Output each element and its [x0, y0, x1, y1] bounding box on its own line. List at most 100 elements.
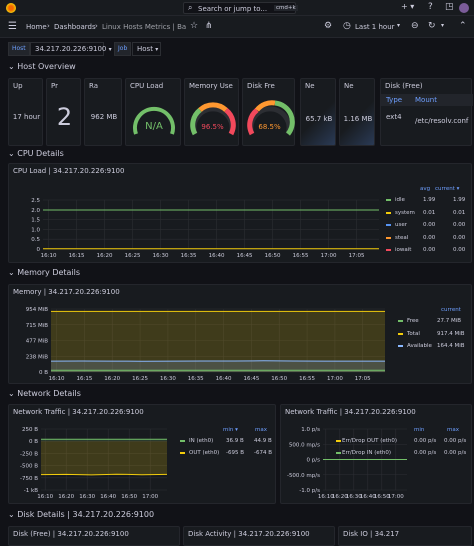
legend-item-name[interactable]: iowait: [395, 247, 411, 253]
x-tick-label: 17:00: [321, 253, 337, 259]
x-tick-label: 16:20: [104, 376, 120, 382]
row-header-host-overview[interactable]: ⌄ Host Overview: [8, 62, 76, 71]
menu-icon[interactable]: ☰: [8, 22, 17, 32]
stat-panel-uptime: Up 17 hour: [8, 78, 43, 146]
legend-item-name[interactable]: idle: [395, 197, 405, 203]
table-panel-disk-free: Disk (Free) Type Mount ext4 /etc/resolv.…: [380, 78, 472, 146]
legend-header-max[interactable]: max: [255, 427, 267, 433]
legend-header-current[interactable]: current: [441, 307, 461, 313]
panel-disk-free: Disk (Free) | 34.217.20.226:9100: [8, 526, 180, 546]
legend-item-name[interactable]: system: [395, 210, 415, 216]
row-header-network-details[interactable]: ⌄ Network Details: [8, 389, 81, 398]
legend-header-avg[interactable]: avg: [420, 186, 430, 192]
legend-item-name[interactable]: steal: [395, 235, 408, 241]
legend-item-name[interactable]: Free: [407, 318, 419, 324]
legend-item-name[interactable]: Available: [407, 343, 432, 349]
x-tick-label: 17:00: [142, 494, 158, 500]
x-tick-label: 17:05: [349, 253, 365, 259]
cpu-load-gauge: [129, 96, 179, 140]
settings-gear-icon[interactable]: ⚙: [324, 22, 332, 31]
chevron-down-icon: ⌄: [8, 389, 17, 398]
stat-panel-network-in: Ne 65.7 kB: [300, 78, 336, 146]
y-tick-label: 1.5: [31, 218, 40, 224]
x-tick-label: 16:30: [153, 253, 169, 259]
clock-icon[interactable]: ◷: [343, 22, 351, 31]
legend-swatch: [398, 345, 403, 347]
disk-free-gauge: [245, 96, 295, 140]
y-tick-label: 1.0 p/s: [301, 427, 320, 433]
help-icon[interactable]: ?: [428, 3, 433, 12]
y-tick-label: 0 B: [29, 439, 38, 445]
host-variable-select[interactable]: 34.217.20.226:9100 ▾: [30, 42, 104, 56]
legend-item-value: 36.9 B: [226, 438, 244, 444]
panel-network-traffic: Network Traffic | 34.217.20.226:9100 250…: [8, 404, 276, 504]
time-range-picker[interactable]: Last 1 hour: [355, 23, 395, 31]
chevron-down-icon[interactable]: ▾: [441, 23, 444, 29]
stat-value: 962 MB: [85, 113, 123, 121]
table-header-type[interactable]: Type: [386, 96, 402, 104]
panel-disk-io: Disk IO | 34.217: [338, 526, 472, 546]
legend-item-value: 164.4 MiB: [437, 343, 465, 349]
gauge-panel-cpu-load: CPU Load N/A: [125, 78, 181, 146]
legend-item-value: 0.00 p/s: [444, 450, 466, 456]
gauge-panel-disk-free: Disk Fre 68.5%: [242, 78, 295, 146]
panel-title: Disk (Free): [385, 82, 423, 90]
add-menu-button[interactable]: + ▾: [401, 3, 414, 11]
legend-swatch: [336, 440, 341, 442]
row-header-cpu-details[interactable]: ⌄ CPU Details: [8, 149, 64, 158]
row-title: Memory Details: [17, 268, 80, 277]
chevron-down-icon: ▾: [397, 23, 400, 29]
breadcrumb-sep-icon: ›: [47, 22, 50, 30]
legend-item-value: 0.00: [423, 235, 435, 241]
legend-header-min[interactable]: min: [414, 427, 424, 433]
legend-header-min[interactable]: min ▾: [223, 427, 238, 433]
stat-value: 17 hour: [9, 113, 44, 121]
host-variable-value: 34.217.20.226:9100: [35, 45, 106, 53]
stat-panel-processors: Pr 2: [46, 78, 81, 146]
table-header-mount[interactable]: Mount: [415, 96, 437, 104]
chevron-down-icon: ▾: [109, 46, 112, 53]
grafana-logo-icon[interactable]: [6, 3, 16, 13]
legend-item-value: 0.00: [453, 222, 465, 228]
x-tick-label: 16:20: [97, 253, 113, 259]
y-tick-label: 2.5: [31, 198, 40, 204]
news-icon[interactable]: ◳: [445, 3, 454, 12]
job-variable-select[interactable]: Host ▾: [132, 42, 161, 56]
chevron-down-icon: ⌄: [8, 149, 17, 158]
legend-header-max[interactable]: max: [447, 427, 459, 433]
legend-item-name[interactable]: OUT (eth0): [189, 450, 219, 456]
legend-item-name[interactable]: IN (eth0): [189, 438, 213, 444]
legend-item-name[interactable]: Err/Drop IN (eth0): [342, 450, 391, 456]
refresh-icon[interactable]: ↻: [428, 22, 436, 31]
legend-header-current[interactable]: current ▾: [435, 186, 459, 192]
y-tick-label: 238 MiB: [26, 354, 49, 360]
star-icon[interactable]: ☆: [190, 22, 198, 31]
zoom-out-icon[interactable]: ⊖: [411, 22, 419, 31]
legend-item-value: 0.01: [423, 210, 435, 216]
row-title: CPU Details: [17, 149, 64, 158]
job-variable-value: Host: [137, 45, 153, 53]
legend-item-name[interactable]: Err/Drop OUT (eth0): [342, 438, 397, 444]
x-tick-label: 16:50: [271, 376, 287, 382]
legend-item-value: 1.99: [453, 197, 465, 203]
legend-item-value: 0.00: [423, 222, 435, 228]
search-bar[interactable]: ⌕ Search or jump to... cmd+k: [183, 2, 296, 14]
avatar[interactable]: [459, 3, 469, 13]
legend-swatch: [398, 333, 403, 335]
row-header-disk-details[interactable]: ⌄ Disk Details | 34.217.20.226:9100: [8, 510, 154, 519]
y-tick-label: 477 MiB: [26, 339, 49, 345]
x-tick-label: 16:55: [293, 253, 309, 259]
legend-swatch: [386, 249, 391, 251]
share-icon[interactable]: ⋔: [205, 22, 213, 31]
x-tick-label: 16:50: [121, 494, 137, 500]
breadcrumb-home[interactable]: Home: [26, 23, 47, 31]
legend-item-value: 44.9 B: [254, 438, 272, 444]
collapse-up-icon[interactable]: ⌃: [459, 22, 467, 31]
row-header-memory-details[interactable]: ⌄ Memory Details: [8, 268, 80, 277]
breadcrumb-dashboards[interactable]: Dashboards: [54, 23, 96, 31]
legend-item-name[interactable]: user: [395, 222, 407, 228]
x-tick-label: 17:05: [355, 376, 371, 382]
y-tick-label: 2.0: [31, 208, 40, 214]
legend-item-name[interactable]: Total: [407, 331, 420, 337]
